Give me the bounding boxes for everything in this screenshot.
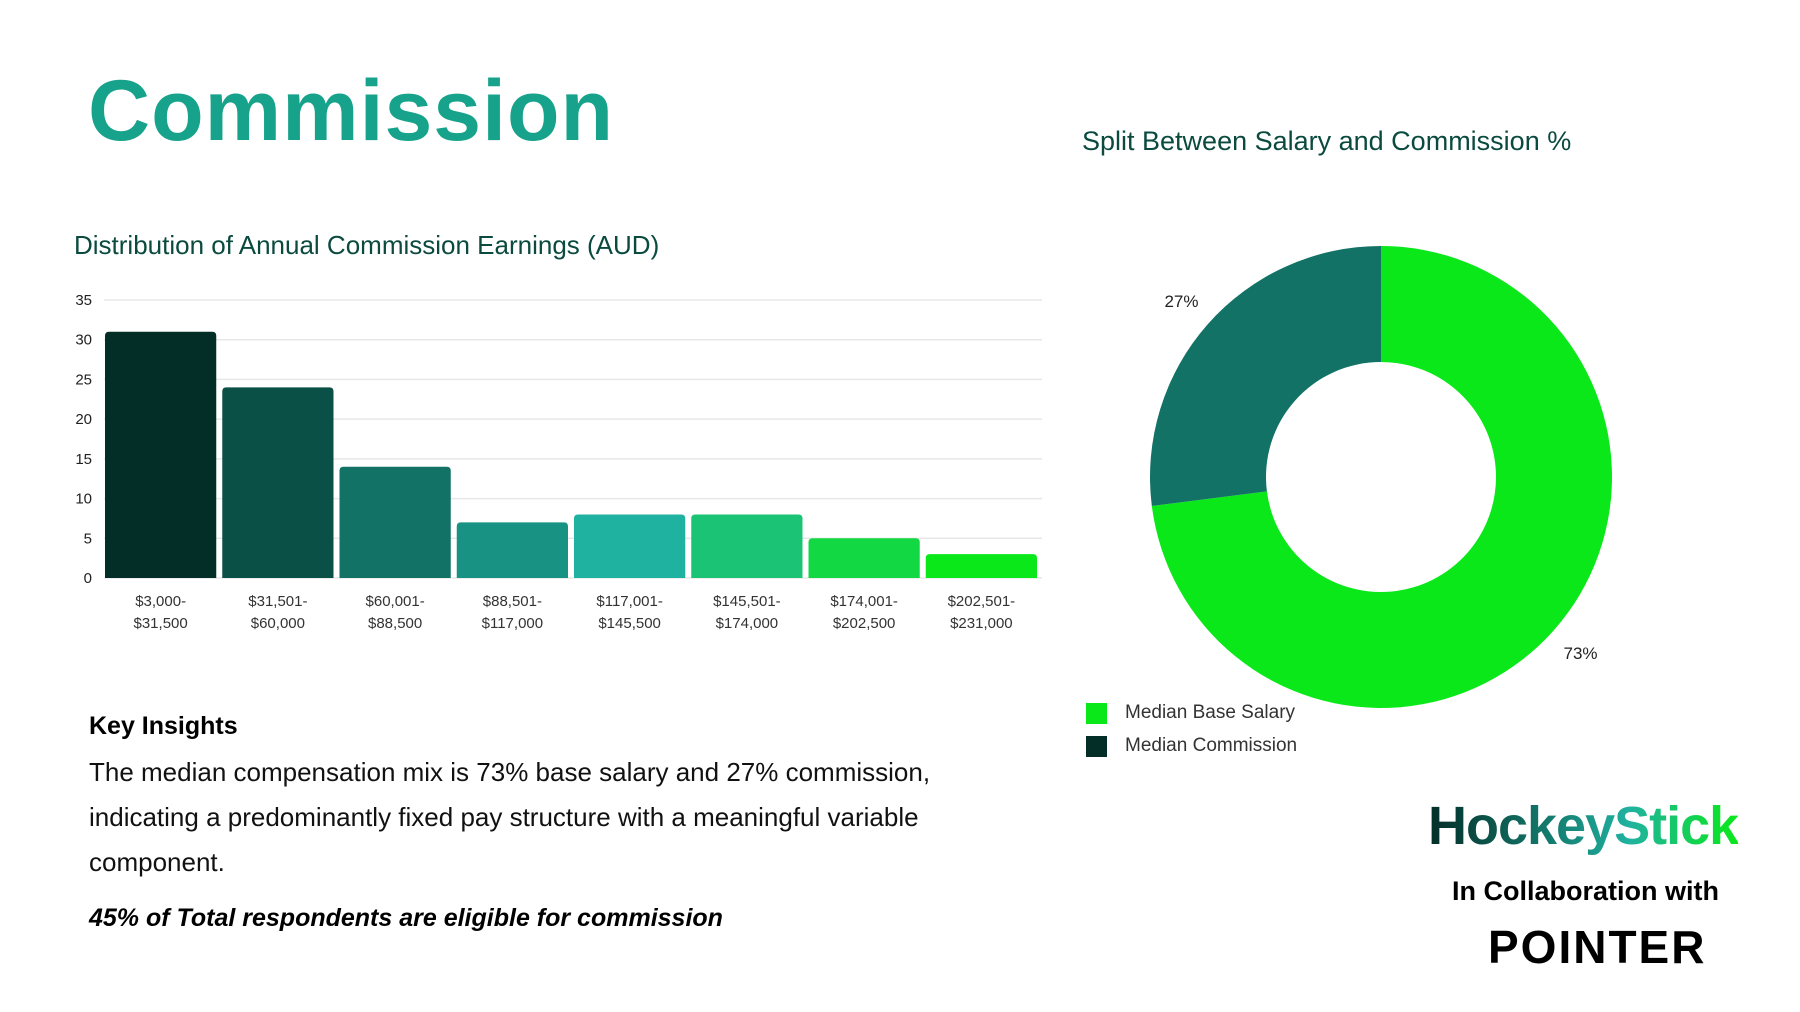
bar [574,514,686,578]
x-tick-label: $202,501- [948,593,1016,610]
slice-label: 73% [1564,644,1598,663]
y-tick-label: 35 [75,292,92,309]
donut-chart: 73% 27% [1150,246,1612,708]
legend-swatch [1086,702,1107,724]
legend-swatch [1086,735,1107,757]
y-tick-label: 10 [75,491,92,508]
legend-label: Median Commission [1125,735,1298,756]
y-tick-label: 25 [75,371,92,388]
y-tick-label: 0 [84,570,92,587]
key-insights-body: The median compensation mix is 73% base … [89,757,931,877]
x-tick-label: $202,500 [833,615,896,632]
bar [925,554,1037,578]
x-tick-label: $3,000- [135,593,186,610]
y-tick-label: 30 [75,332,92,349]
x-tick-label: $88,501- [483,593,542,610]
legend-item-base-salary: Median Base Salary [1086,702,1295,724]
hockeystick-logo: HockeyStick [1428,796,1739,856]
bar [105,331,217,578]
y-tick-label: 20 [75,411,92,428]
donut-slice [1150,246,1381,506]
x-tick-label: $174,000 [716,615,779,632]
donut-slice [1151,246,1612,708]
bar [691,514,803,578]
bar [222,387,334,578]
x-tick-label: $117,001- [596,593,662,610]
donut-chart-title: Split Between Salary and Commission % [1082,126,1572,156]
x-tick-label: $117,000 [482,615,543,632]
x-tick-label: $60,001- [366,593,425,610]
x-tick-label: $31,500 [134,615,188,632]
bar-chart: 0 5 10 15 20 25 30 35 $3,000- $31,500 $31,501- $60,… [75,292,1042,632]
x-tick-label: $31,501- [248,593,307,610]
eligibility-note: 45% of Total respondents are eligible fo… [89,904,723,932]
y-tick-label: 15 [75,451,92,468]
key-insights-heading: Key Insights [89,712,238,740]
legend-item-commission: Median Commission [1086,735,1297,757]
x-tick-label: $231,000 [950,615,1013,632]
bar-chart-title: Distribution of Annual Commission Earnin… [74,230,660,260]
bar [339,466,451,578]
x-tick-label: $60,000 [251,615,305,632]
x-tick-label: $145,500 [598,615,661,632]
page-title: Commission [88,63,615,159]
x-tick-label: $145,501- [713,593,781,610]
slice-label: 27% [1164,292,1198,311]
bar [808,538,920,578]
pointer-logo: POINTER [1488,921,1707,973]
x-tick-label: $88,500 [368,615,422,632]
x-tick-label: $174,001- [830,593,898,610]
collaboration-text: In Collaboration with [1452,876,1719,906]
legend-label: Median Base Salary [1125,702,1296,723]
y-tick-label: 5 [84,530,92,547]
bar [456,522,568,578]
